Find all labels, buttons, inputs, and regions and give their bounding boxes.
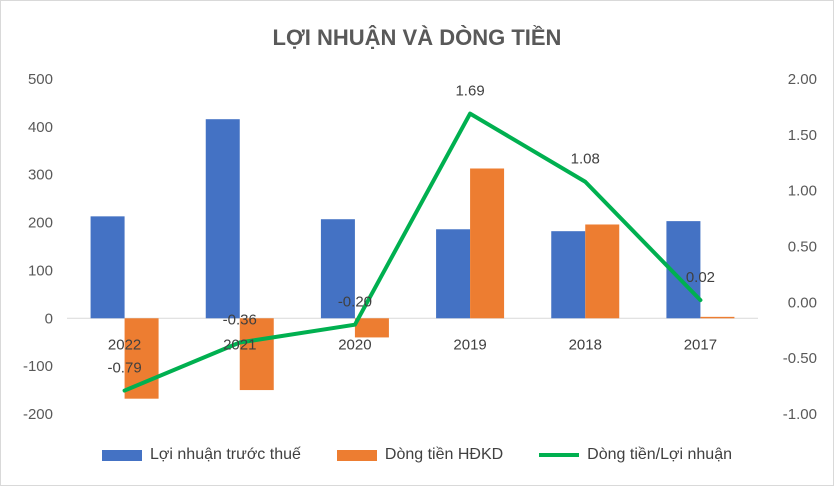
bar-cashflow-2017 bbox=[700, 316, 735, 319]
left-axis-tick-label: 100 bbox=[28, 262, 53, 279]
ratio-data-label-2020: -0.20 bbox=[338, 294, 372, 311]
bar-profit-2021 bbox=[205, 119, 240, 319]
category-label-2020: 2020 bbox=[338, 336, 371, 353]
right-axis-tick-label: 1.50 bbox=[788, 127, 817, 144]
legend-label-cashflow: Dòng tiền HĐKD bbox=[384, 446, 504, 463]
left-axis-tick-label: 200 bbox=[28, 215, 53, 232]
right-axis-tick-label: 0.50 bbox=[788, 239, 817, 256]
chart-title: LỢI NHUẬN VÀ DÒNG TIỀN bbox=[273, 25, 562, 50]
bar-profit-2022 bbox=[90, 216, 125, 319]
category-label-2017: 2017 bbox=[684, 336, 717, 353]
legend-swatch-profit bbox=[102, 449, 142, 461]
legend-label-ratio: Dòng tiền/Lợi nhuận bbox=[587, 446, 732, 463]
bar-cashflow-2018 bbox=[585, 224, 620, 319]
category-label-2021: 2021 bbox=[223, 336, 256, 353]
legend-item-ratio: Dòng tiền/Lợi nhuận bbox=[539, 446, 732, 464]
left-axis: -200 -100 0 100 200 300 400 500 bbox=[23, 71, 53, 423]
legend-item-profit: Lợi nhuận trước thuế bbox=[102, 446, 301, 464]
ratio-data-label-2022: -0.79 bbox=[107, 360, 141, 377]
left-axis-tick-label: 300 bbox=[28, 167, 53, 184]
legend-item-cashflow: Dòng tiền HĐKD bbox=[336, 446, 504, 464]
left-axis-tick-label: 500 bbox=[28, 71, 53, 88]
bar-profit-2020 bbox=[320, 219, 355, 319]
bar-series-group bbox=[90, 119, 735, 399]
legend: Lợi nhuận trước thuế Dòng tiền HĐKD Dòng… bbox=[1, 443, 833, 467]
right-axis: -1.00 -0.50 0.00 0.50 1.00 1.50 2.00 bbox=[783, 71, 817, 423]
left-axis-tick-label: -200 bbox=[23, 406, 53, 423]
right-axis-tick-label: -0.50 bbox=[783, 350, 817, 367]
bar-profit-2019 bbox=[436, 229, 471, 319]
legend-swatch-ratio bbox=[539, 453, 580, 457]
left-axis-tick-label: -100 bbox=[23, 358, 53, 375]
right-axis-tick-label: -1.00 bbox=[783, 406, 817, 423]
ratio-data-label-2021: -0.36 bbox=[223, 312, 257, 329]
ratio-data-label-2019: 1.69 bbox=[455, 83, 484, 100]
bar-cashflow-2021 bbox=[239, 318, 274, 391]
ratio-data-labels: -0.79 -0.36 -0.20 1.69 1.08 0.02 bbox=[107, 83, 715, 377]
category-labels: 2022 2021 2020 2019 2018 2017 bbox=[108, 336, 717, 353]
right-axis-tick-label: 1.00 bbox=[788, 183, 817, 200]
line-series-group bbox=[122, 111, 703, 393]
bar-profit-2018 bbox=[551, 231, 586, 319]
bar-cashflow-2019 bbox=[470, 168, 505, 319]
left-axis-tick-label: 400 bbox=[28, 119, 53, 136]
right-axis-tick-label: 2.00 bbox=[788, 71, 817, 88]
right-axis-tick-label: 0.00 bbox=[788, 294, 817, 311]
legend-swatch-cashflow bbox=[336, 449, 377, 461]
ratio-data-label-2017: 0.02 bbox=[686, 269, 715, 286]
left-axis-tick-label: 0 bbox=[45, 310, 53, 327]
category-label-2019: 2019 bbox=[453, 336, 486, 353]
bar-cashflow-2020 bbox=[354, 318, 389, 338]
ratio-data-label-2018: 1.08 bbox=[571, 151, 600, 168]
category-label-2022: 2022 bbox=[108, 336, 141, 353]
ratio-line bbox=[122, 111, 703, 393]
legend-label-profit: Lợi nhuận trước thuế bbox=[150, 446, 301, 463]
category-label-2018: 2018 bbox=[569, 336, 602, 353]
